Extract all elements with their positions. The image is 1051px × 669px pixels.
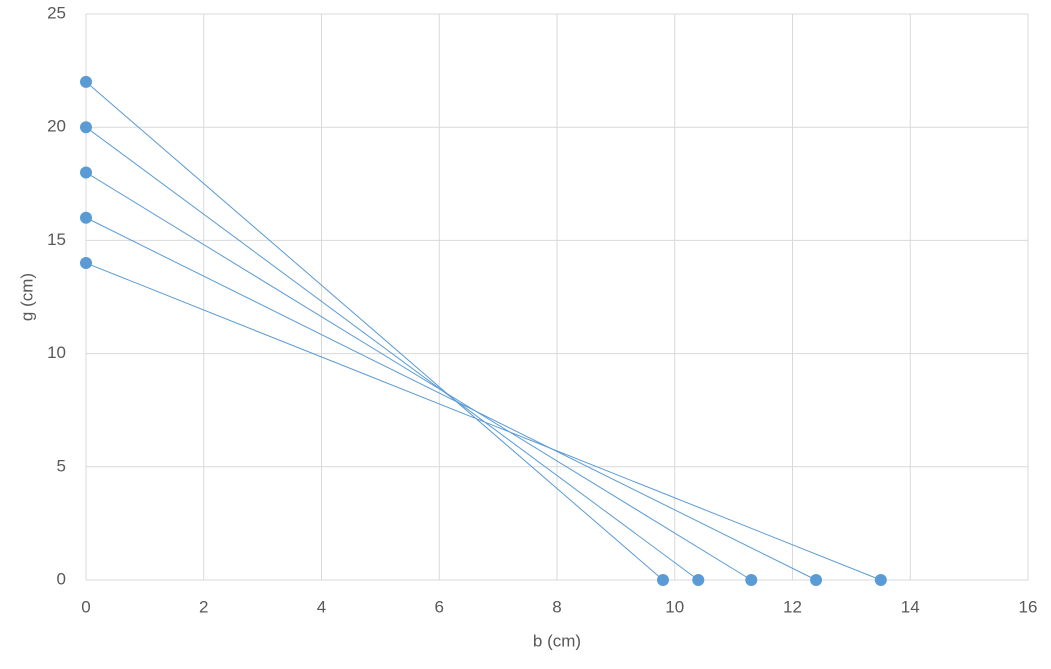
series-line [85, 172, 752, 581]
y-tick-label: 25 [47, 3, 66, 22]
x-axis-title: b (cm) [533, 631, 581, 650]
y-tick-label: 15 [47, 230, 66, 249]
point [810, 574, 823, 586]
series-line [85, 262, 881, 581]
x-tick-label: 8 [552, 597, 561, 616]
point [80, 75, 92, 88]
x-tick-label: 16 [1019, 597, 1038, 616]
series-line [85, 81, 664, 581]
x-tick-label: 6 [435, 597, 444, 616]
point [745, 574, 758, 586]
x-tick-label: 10 [665, 597, 684, 616]
x-tick-label: 4 [317, 597, 326, 616]
point [80, 257, 92, 270]
point [874, 574, 887, 586]
series-line [85, 126, 699, 581]
point [692, 574, 705, 586]
x-tick-label: 14 [901, 597, 920, 616]
x-tick-label: 2 [199, 597, 208, 616]
point [656, 574, 669, 586]
series-line [85, 217, 817, 581]
x-tick-label: 12 [783, 597, 802, 616]
point [80, 121, 92, 134]
y-axis-title: g (cm) [17, 273, 36, 321]
y-tick-label: 20 [47, 117, 66, 136]
y-tick-label: 5 [57, 456, 66, 475]
point [80, 166, 92, 179]
x-tick-label: 0 [81, 597, 90, 616]
point [80, 211, 92, 224]
y-tick-label: 10 [47, 343, 66, 362]
y-tick-label: 0 [57, 569, 66, 588]
